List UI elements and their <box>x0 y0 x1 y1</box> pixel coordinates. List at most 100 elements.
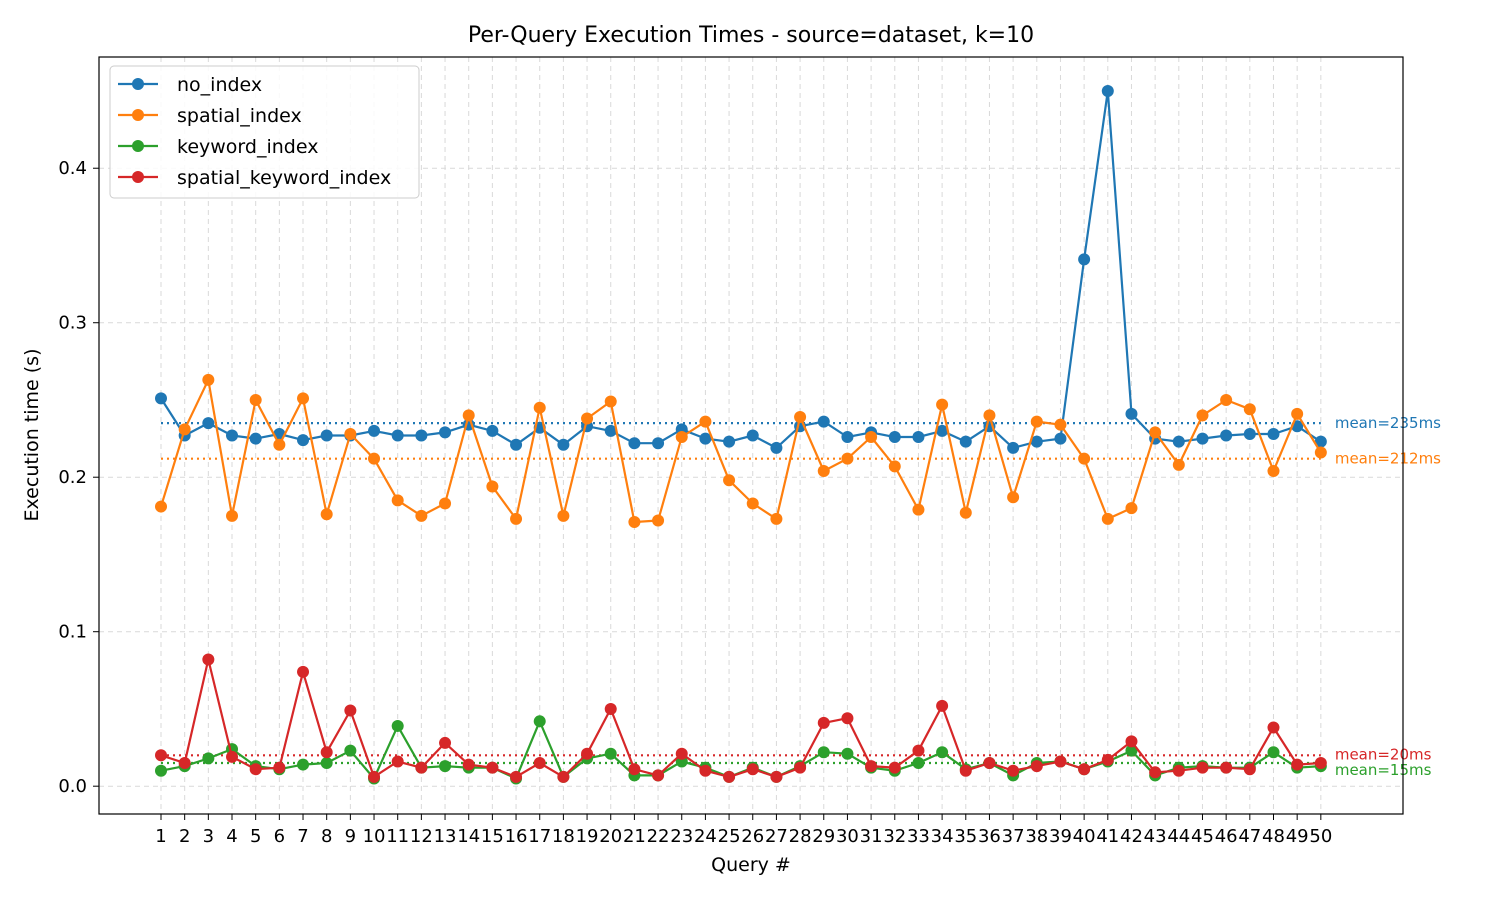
data-point <box>841 452 854 465</box>
x-tick-label: 33 <box>907 826 930 847</box>
data-point <box>415 429 428 442</box>
data-point <box>1030 760 1043 773</box>
x-tick-label: 12 <box>410 826 433 847</box>
data-point <box>959 764 972 777</box>
x-tick-label: 32 <box>883 826 906 847</box>
data-point <box>462 409 475 422</box>
series-spatial_keyword_index <box>155 653 1327 783</box>
data-point <box>604 395 617 408</box>
legend-swatch-marker <box>132 109 144 121</box>
data-point <box>936 699 949 712</box>
y-axis-label: Execution time (s) <box>21 349 43 522</box>
x-axis: 1 2 3 4 5 6 7 8 9 10 11 12 13 14 15 16 17 18 19 20 21 22 23 24 2… <box>155 814 1332 847</box>
legend-item-spatial_index: spatial_index <box>118 105 302 127</box>
data-point <box>391 494 404 507</box>
data-point <box>1314 435 1327 448</box>
data-point <box>723 435 736 448</box>
data-point <box>817 716 830 729</box>
data-point <box>675 747 688 760</box>
data-point <box>817 415 830 428</box>
x-tick-label: 9 <box>345 826 356 847</box>
x-tick-label: 21 <box>623 826 646 847</box>
y-tick-label: 0.1 <box>58 622 87 643</box>
data-point <box>1054 755 1067 768</box>
x-tick-label: 4 <box>226 826 237 847</box>
legend-label: keyword_index <box>177 136 318 158</box>
data-point <box>1172 458 1185 471</box>
data-point <box>1243 427 1256 440</box>
data-point <box>202 373 215 386</box>
data-point <box>628 763 641 776</box>
x-tick-label: 13 <box>434 826 457 847</box>
data-point <box>675 431 688 444</box>
legend-item-no_index: no_index <box>118 74 262 96</box>
plot-frame <box>98 56 1404 815</box>
data-point <box>249 393 262 406</box>
data-point <box>510 438 523 451</box>
x-tick-label: 36 <box>978 826 1001 847</box>
data-point <box>1149 766 1162 779</box>
data-point <box>462 758 475 771</box>
x-tick-label: 45 <box>1191 826 1214 847</box>
legend-box <box>109 65 420 199</box>
x-tick-label: 43 <box>1144 826 1167 847</box>
data-point <box>841 431 854 444</box>
data-point <box>604 747 617 760</box>
data-point <box>794 410 807 423</box>
data-point <box>1125 407 1138 420</box>
x-tick-label: 11 <box>386 826 409 847</box>
data-point <box>344 704 357 717</box>
x-tick-label: 49 <box>1286 826 1309 847</box>
data-point <box>699 764 712 777</box>
data-point <box>1267 721 1280 734</box>
data-point <box>1101 753 1114 766</box>
data-point <box>1172 435 1185 448</box>
x-tick-label: 39 <box>1049 826 1072 847</box>
data-point <box>1267 746 1280 759</box>
data-point <box>368 424 381 437</box>
data-point <box>510 512 523 525</box>
x-tick-label: 42 <box>1120 826 1143 847</box>
legend-swatch-marker <box>132 78 144 90</box>
y-tick-label: 0.4 <box>58 158 87 179</box>
data-point <box>959 435 972 448</box>
data-point <box>865 760 878 773</box>
series-spatial_index <box>155 373 1327 529</box>
data-point <box>320 429 333 442</box>
chart-title: Per-Query Execution Times - source=datas… <box>468 23 1034 48</box>
data-point <box>770 770 783 783</box>
data-point <box>723 474 736 487</box>
data-point <box>1149 426 1162 439</box>
x-tick-label: 23 <box>670 826 693 847</box>
data-point <box>936 398 949 411</box>
data-point <box>581 412 594 425</box>
x-tick-label: 46 <box>1215 826 1238 847</box>
data-point <box>1291 758 1304 771</box>
data-point <box>1125 735 1138 748</box>
legend-label: spatial_keyword_index <box>177 167 391 189</box>
data-point <box>936 424 949 437</box>
data-point <box>1078 763 1091 776</box>
data-point <box>604 424 617 437</box>
data-point <box>533 715 546 728</box>
data-point <box>1101 84 1114 97</box>
data-point <box>344 744 357 757</box>
data-point <box>817 746 830 759</box>
x-tick-label: 14 <box>457 826 480 847</box>
data-point <box>936 746 949 759</box>
x-tick-label: 19 <box>576 826 599 847</box>
data-point <box>226 750 239 763</box>
x-tick-label: 34 <box>931 826 954 847</box>
data-point <box>1054 418 1067 431</box>
y-tick-label: 0.2 <box>58 467 87 488</box>
x-tick-label: 6 <box>274 826 285 847</box>
data-point <box>652 437 665 450</box>
x-tick-label: 18 <box>552 826 575 847</box>
data-point <box>581 747 594 760</box>
data-point <box>533 401 546 414</box>
series-layer <box>155 84 1327 785</box>
y-tick-label: 0.3 <box>58 313 87 334</box>
x-tick-label: 25 <box>718 826 741 847</box>
data-point <box>297 434 310 447</box>
data-point <box>486 761 499 774</box>
